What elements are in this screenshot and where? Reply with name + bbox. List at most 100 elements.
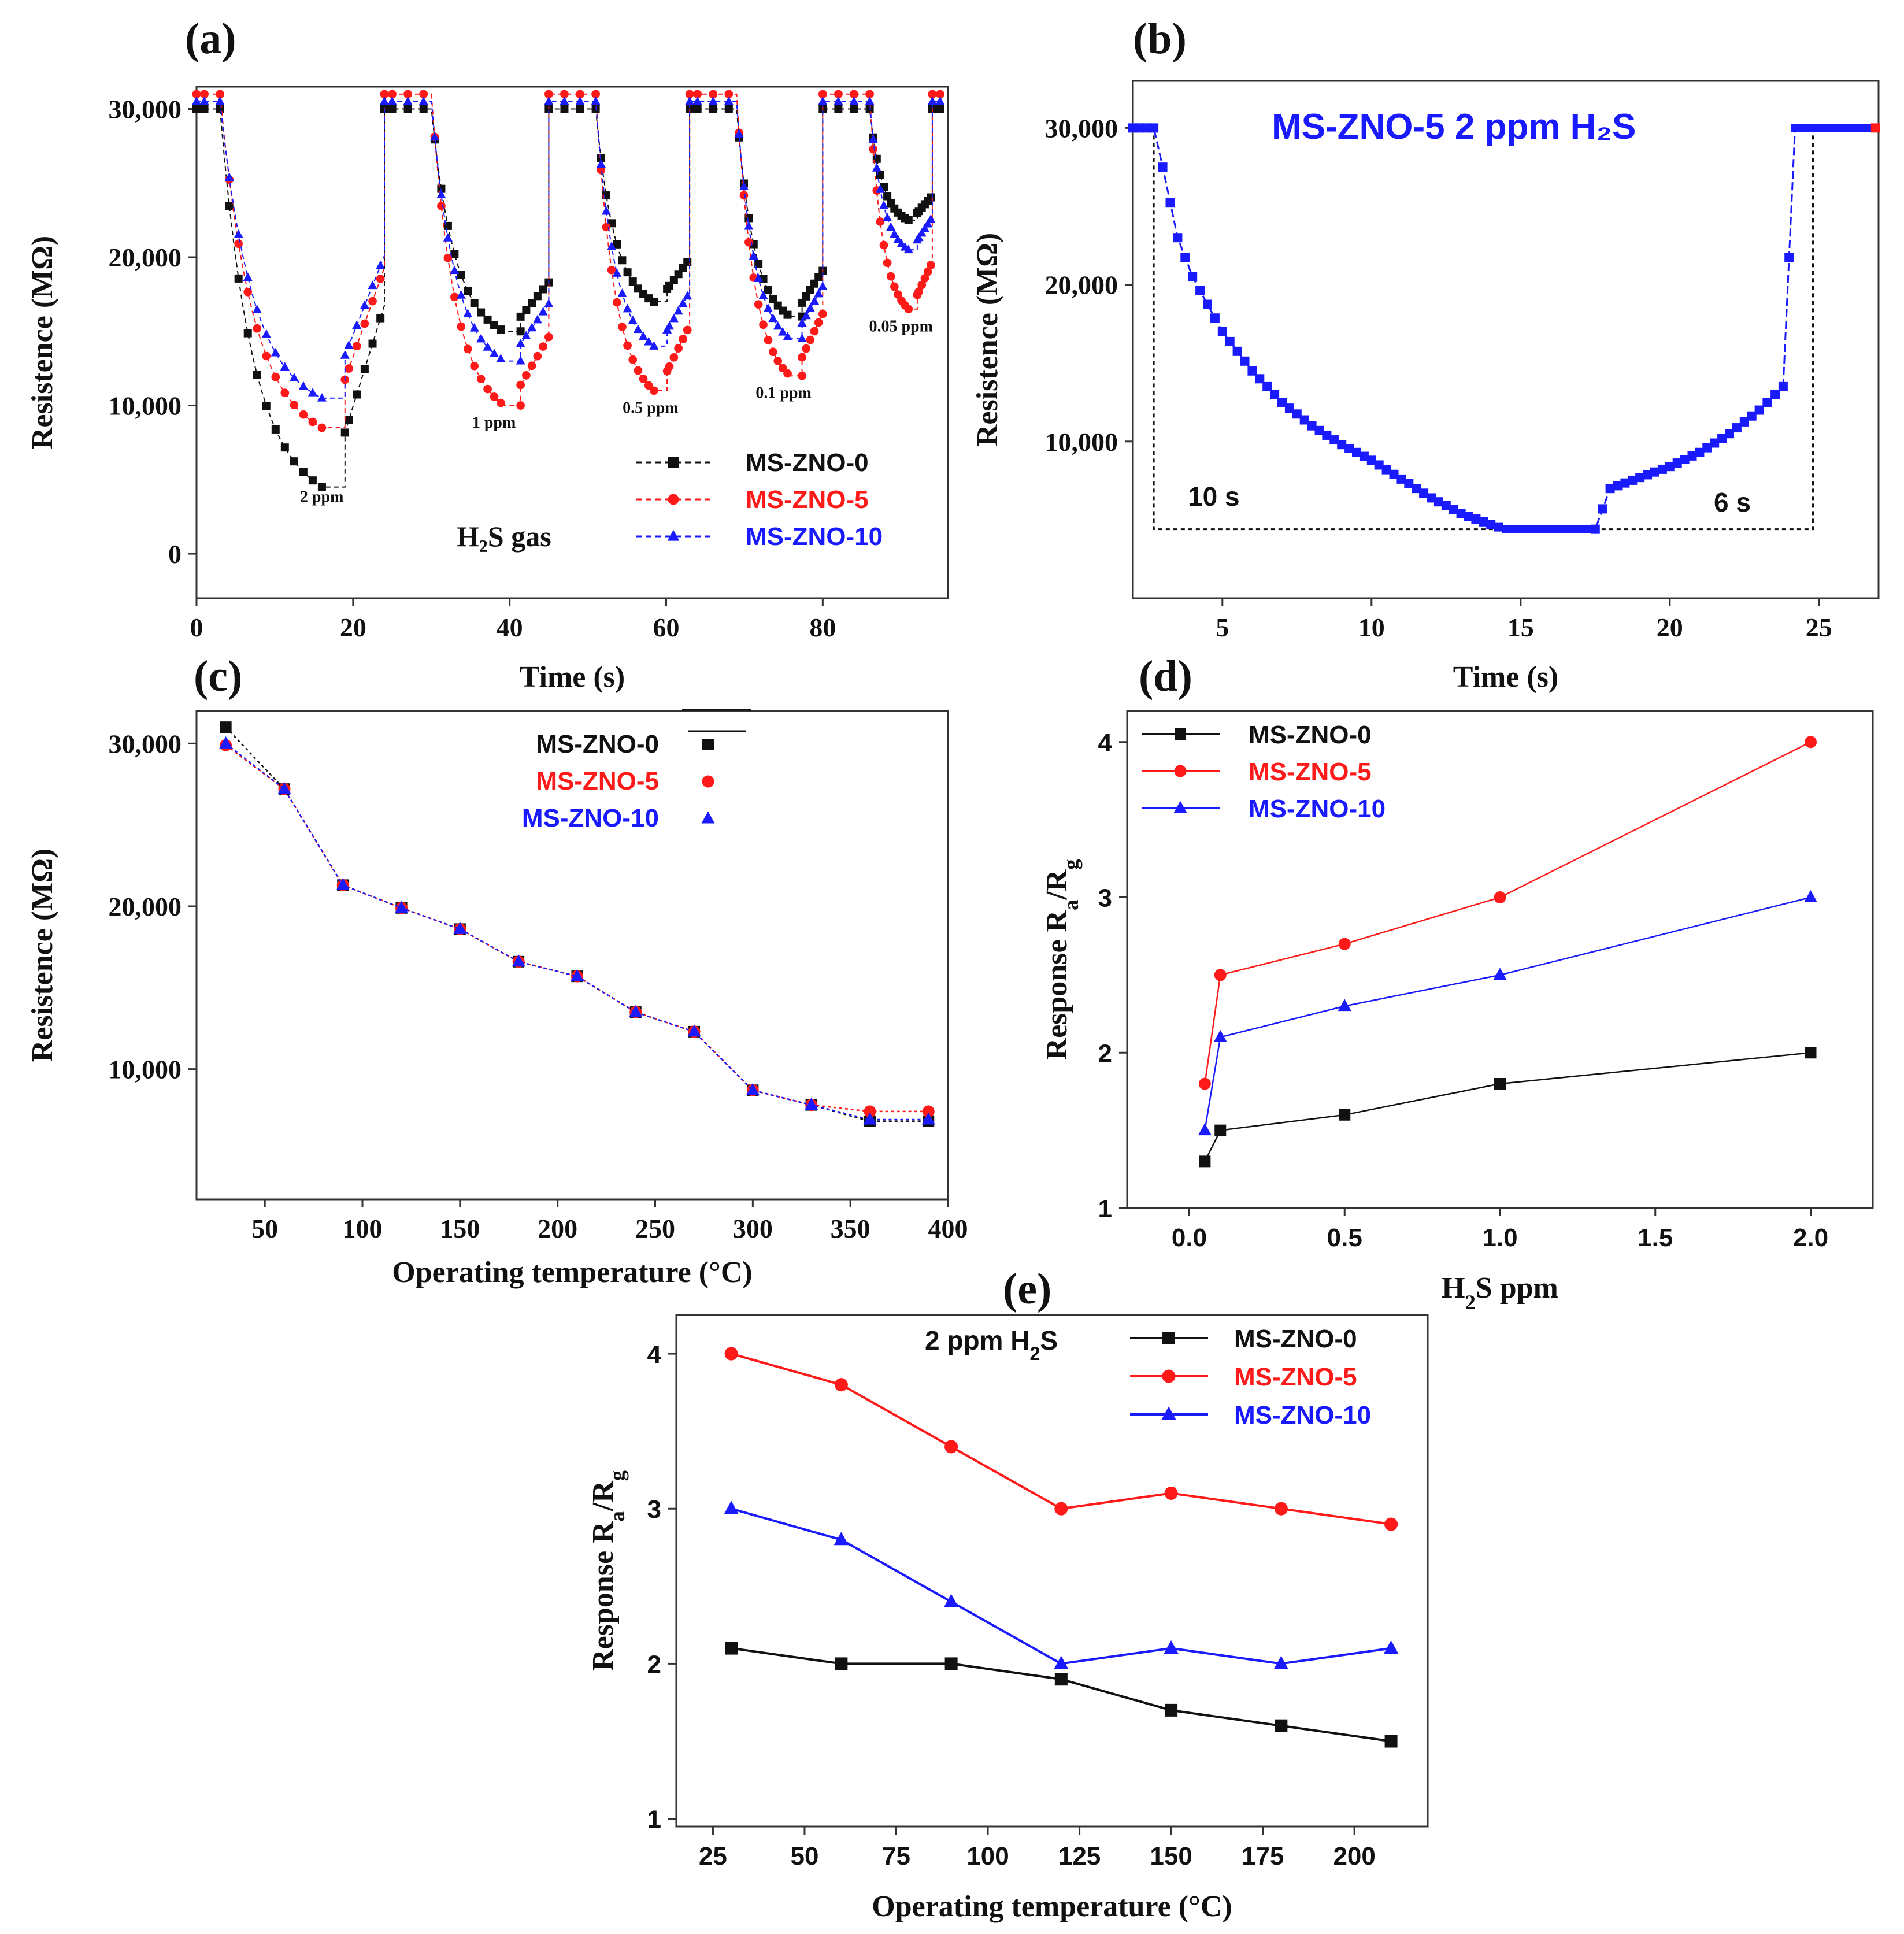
data-point xyxy=(1217,327,1227,336)
data-point xyxy=(299,468,308,476)
data-point xyxy=(352,342,361,351)
data-point xyxy=(739,181,749,191)
data-point xyxy=(1419,488,1429,498)
data-point xyxy=(280,388,290,397)
data-point xyxy=(679,335,687,344)
data-point xyxy=(802,344,811,353)
data-point xyxy=(759,320,768,329)
data-point xyxy=(1665,462,1675,472)
x-tick-label: 200 xyxy=(1333,1842,1375,1870)
data-point xyxy=(868,134,878,143)
data-point xyxy=(436,190,446,198)
x-tick-label: 250 xyxy=(635,1214,675,1243)
data-point xyxy=(612,268,622,277)
data-point xyxy=(470,299,479,307)
data-point xyxy=(419,90,428,99)
data-point xyxy=(725,1642,738,1655)
data-point xyxy=(360,300,369,309)
data-point xyxy=(890,229,899,238)
data-point xyxy=(216,105,224,113)
data-point xyxy=(1284,403,1294,413)
series-MS-ZNO-5 xyxy=(197,93,940,428)
data-point xyxy=(746,1083,760,1095)
data-point xyxy=(539,285,547,294)
data-point xyxy=(650,386,658,395)
data-point xyxy=(522,306,531,314)
data-point xyxy=(1754,405,1764,415)
data-point xyxy=(1188,272,1198,282)
data-point xyxy=(1164,1640,1179,1654)
plot-frame xyxy=(195,710,949,1201)
data-point xyxy=(457,271,465,279)
data-point xyxy=(477,308,486,317)
data-point xyxy=(1339,1109,1351,1121)
data-point xyxy=(798,371,806,380)
data-point xyxy=(669,353,679,362)
data-point xyxy=(708,96,718,105)
data-point xyxy=(778,364,787,372)
data-point xyxy=(869,145,878,154)
data-point xyxy=(376,274,385,283)
data-point xyxy=(683,291,692,300)
data-point xyxy=(464,287,472,295)
data-point xyxy=(1210,313,1220,323)
data-point xyxy=(538,306,548,316)
data-point xyxy=(644,336,654,346)
data-point xyxy=(199,96,209,105)
data-point xyxy=(597,165,606,175)
data-point xyxy=(215,96,225,105)
data-point xyxy=(490,321,499,329)
plot-frame xyxy=(1132,80,1880,599)
data-point xyxy=(724,96,734,105)
data-point xyxy=(1322,430,1332,440)
data-point xyxy=(1374,460,1384,470)
data-point xyxy=(289,373,299,381)
data-point xyxy=(628,355,638,364)
data-point xyxy=(649,341,659,350)
data-point xyxy=(914,287,923,296)
data-point xyxy=(814,273,823,281)
data-point xyxy=(429,132,440,141)
data-point xyxy=(516,380,525,390)
data-point xyxy=(923,267,932,276)
data-point xyxy=(1164,1486,1178,1500)
y-axis-label: Resistence (MΩ) xyxy=(26,236,59,449)
data-point xyxy=(1389,469,1399,479)
data-point xyxy=(1329,435,1339,445)
data-point xyxy=(601,206,611,215)
data-point xyxy=(802,292,810,301)
data-point xyxy=(353,390,361,399)
data-point xyxy=(216,90,224,99)
data-point xyxy=(419,105,428,113)
legend-label: MS-ZNO-0 xyxy=(536,730,659,758)
data-point xyxy=(533,351,542,361)
panel-b-letter: (b) xyxy=(1133,14,1187,63)
data-point xyxy=(340,428,349,437)
data-point xyxy=(754,260,763,268)
annotation-h2s-gas: H₂S gas xyxy=(457,520,551,553)
data-point xyxy=(368,339,377,348)
data-point xyxy=(262,401,271,410)
data-point xyxy=(476,375,486,384)
data-point xyxy=(629,1005,643,1017)
panel-c: 50 100 150 200 250 300 350 400 10,000 20,000 30,00… xyxy=(26,652,968,1289)
data-point xyxy=(724,1500,739,1514)
data-point xyxy=(835,1657,848,1670)
data-point xyxy=(623,303,632,313)
data-point xyxy=(497,325,505,334)
data-point xyxy=(1307,421,1317,431)
data-point xyxy=(1240,356,1250,366)
y-axis-label: Response Ra/Rg xyxy=(587,1470,629,1671)
data-point xyxy=(801,310,811,320)
data-point xyxy=(709,105,717,113)
plot-frame xyxy=(1126,710,1874,1209)
data-point xyxy=(1262,381,1272,391)
chart-title: 2 ppm H2S xyxy=(925,1325,1058,1364)
legend-label: MS-ZNO-10 xyxy=(1234,1401,1371,1429)
data-point xyxy=(1605,484,1615,494)
data-point xyxy=(443,253,453,262)
data-point xyxy=(612,298,621,307)
data-point xyxy=(1255,374,1265,384)
data-point xyxy=(1732,423,1742,433)
data-point xyxy=(376,260,386,269)
